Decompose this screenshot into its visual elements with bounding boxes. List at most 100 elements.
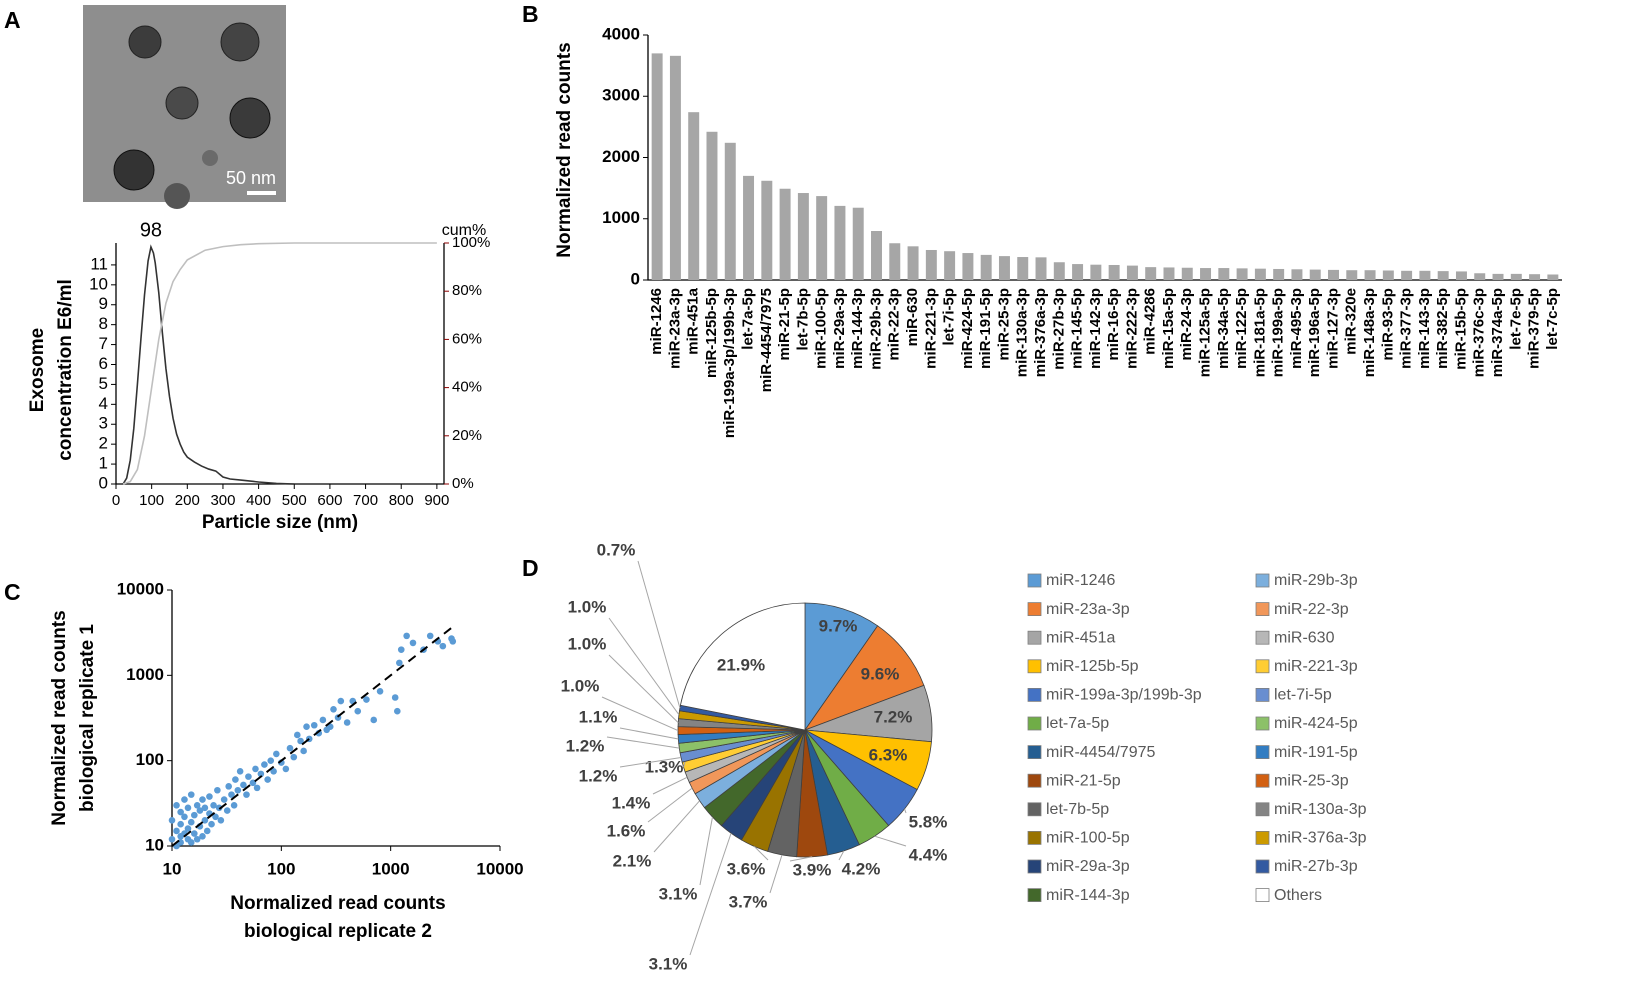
data-label: 3.6% xyxy=(727,859,766,878)
x-tick-label: miR-199a-5p xyxy=(1270,288,1287,377)
bar xyxy=(779,188,791,280)
x-tick-label: miR-379-5p xyxy=(1526,288,1543,369)
vesicle xyxy=(229,97,271,139)
y-tick-label: 1000 xyxy=(126,665,164,684)
bar xyxy=(1072,264,1084,280)
legend-label: miR-1246 xyxy=(1046,572,1115,589)
bar xyxy=(1346,270,1358,280)
vesicle xyxy=(165,86,199,120)
bar xyxy=(816,196,828,280)
x-tick-label: miR-127-3p xyxy=(1324,288,1341,369)
panel-label: A xyxy=(4,7,21,33)
series-line xyxy=(122,242,437,485)
pie-slice xyxy=(803,625,925,731)
legend-swatch xyxy=(1255,659,1270,674)
point xyxy=(223,807,231,814)
data-label: 1.0% xyxy=(568,634,607,653)
x-tick-label: miR-1246 xyxy=(648,288,665,355)
bar xyxy=(1017,257,1029,280)
legend-swatch xyxy=(1027,773,1042,788)
data-label: 1.1% xyxy=(579,707,618,726)
bar xyxy=(1273,268,1285,280)
vesicle xyxy=(220,22,260,62)
point xyxy=(426,632,434,640)
data-label: 9.6% xyxy=(861,664,900,683)
legend-label: miR-4454/7975 xyxy=(1046,744,1156,761)
data-label: 4.4% xyxy=(909,845,948,864)
y-tick-label: 5 xyxy=(99,374,108,393)
x-tick-label: 0 xyxy=(112,492,120,509)
x-tick-label: miR-21-5p xyxy=(776,288,793,361)
legend-label: miR-144-3p xyxy=(1046,887,1130,904)
point xyxy=(397,646,405,653)
leader-line xyxy=(637,560,681,709)
bar xyxy=(1035,257,1047,280)
x-tick-label: miR-221-3p xyxy=(922,288,939,369)
legend-label: miR-100-5p xyxy=(1046,830,1130,847)
data-label: 2.1% xyxy=(613,851,652,870)
bar xyxy=(871,231,882,280)
point xyxy=(196,807,204,814)
point xyxy=(203,827,211,835)
point xyxy=(409,639,417,647)
vesicle xyxy=(202,150,218,166)
legend-label: miR-25-3p xyxy=(1274,772,1349,789)
point xyxy=(439,642,447,650)
point xyxy=(230,801,238,809)
point xyxy=(245,773,252,780)
point xyxy=(193,801,201,809)
leader-line xyxy=(789,856,813,862)
point xyxy=(187,818,195,826)
y-tick-label: 100 xyxy=(136,750,164,769)
x-tick-label: 10 xyxy=(163,859,182,878)
y-tick-label: 11 xyxy=(90,254,108,273)
x-tick-label: miR-29a-3p xyxy=(831,288,848,369)
pie-slice xyxy=(804,602,879,732)
x-tick-label: let-7a-5p xyxy=(740,288,757,350)
leader-line xyxy=(689,833,732,956)
point xyxy=(257,770,265,778)
bar xyxy=(1254,268,1266,280)
x-tick-label: miR-125b-5p xyxy=(703,288,720,378)
x-tick-label: miR-196a-5p xyxy=(1306,288,1323,377)
x-tick-label: miR-23a-3p xyxy=(666,288,683,369)
point xyxy=(206,793,213,800)
legend-swatch xyxy=(1027,602,1042,616)
bar xyxy=(797,193,809,280)
y-tick-label: 0 xyxy=(99,473,108,492)
legend-swatch xyxy=(1027,802,1042,817)
legend-swatch xyxy=(1027,859,1042,874)
panel-label: C xyxy=(4,579,21,605)
identity-line xyxy=(171,625,455,847)
bar xyxy=(1328,269,1339,280)
bar xyxy=(1309,269,1321,280)
panel-label: B xyxy=(522,1,539,27)
point xyxy=(253,784,261,792)
legend-label: let-7b-5p xyxy=(1046,801,1109,818)
series-line xyxy=(122,244,295,485)
data-label: 1.2% xyxy=(579,766,618,785)
x-tick-label: miR-143-3p xyxy=(1416,288,1433,369)
x-tick-label: miR-377-3p xyxy=(1398,288,1415,369)
point xyxy=(319,716,327,724)
bar xyxy=(706,131,718,280)
y-tick-label: 1000 xyxy=(602,208,640,227)
legend-label: Others xyxy=(1274,887,1322,904)
legend-swatch xyxy=(1027,659,1042,674)
bar xyxy=(1236,268,1248,280)
y-tick-label: 8 xyxy=(99,314,108,333)
leader-line xyxy=(647,787,693,823)
leader-line xyxy=(608,617,680,715)
y-tick-label: 6 xyxy=(99,354,108,373)
point xyxy=(363,696,370,703)
point xyxy=(396,659,403,667)
legend-label: miR-29b-3p xyxy=(1274,572,1358,589)
data-label: 1.0% xyxy=(561,676,600,695)
point xyxy=(214,786,221,794)
y-tick-label: 1 xyxy=(99,454,108,473)
y-tick-label: 9 xyxy=(99,294,108,313)
x-tick-label: miR-181a-5p xyxy=(1251,288,1268,377)
x-tick-label: 500 xyxy=(282,492,307,509)
leader-line xyxy=(699,816,713,886)
x-tick-label: miR-142-3p xyxy=(1087,288,1104,369)
